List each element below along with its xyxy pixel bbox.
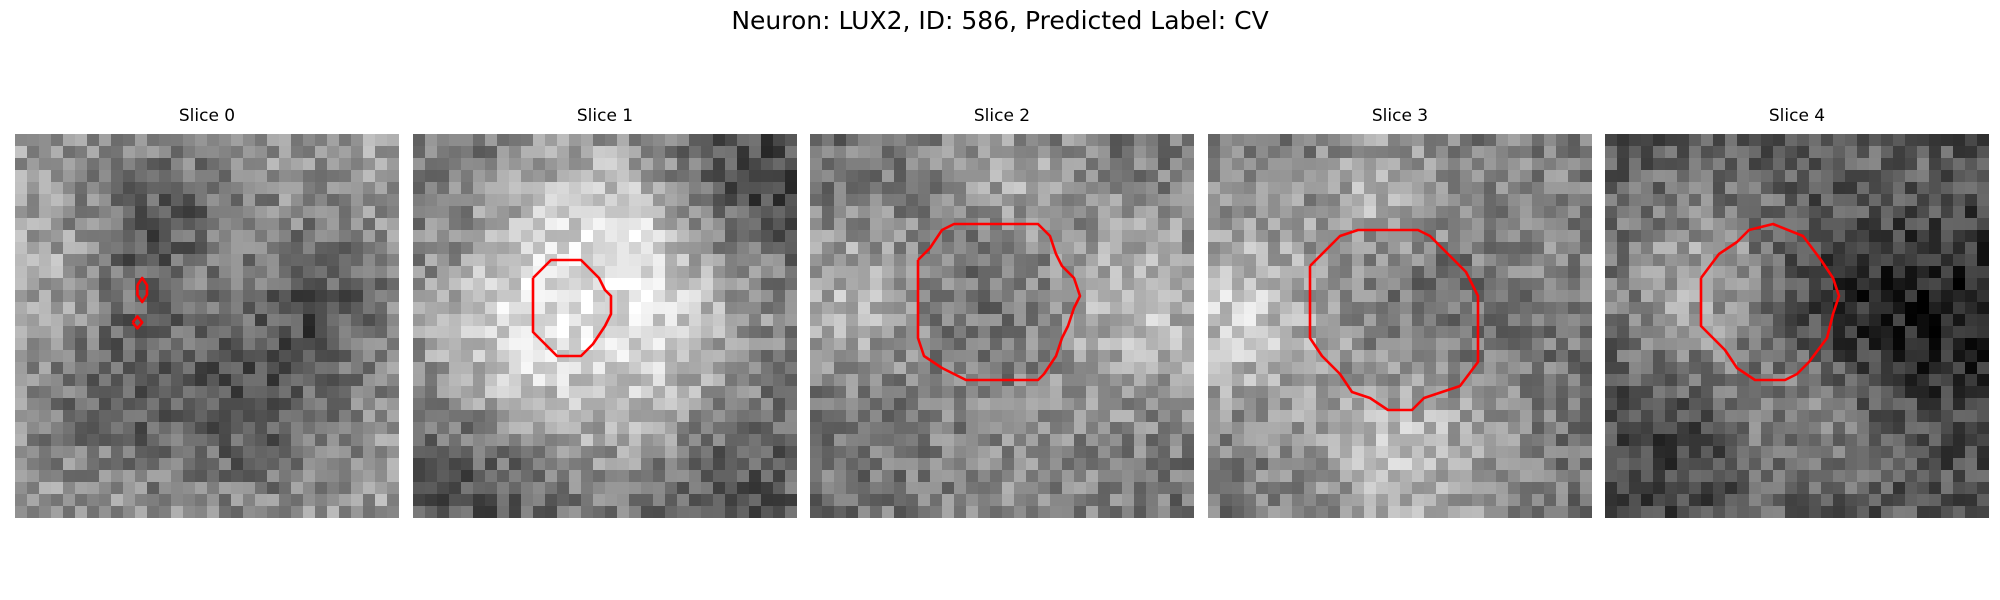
slice-title-2: Slice 2 (973, 106, 1031, 126)
slice-panel-1: Slice 1 (413, 104, 797, 518)
slice-title-4: Slice 4 (1768, 106, 1826, 126)
slice-panel-2: Slice 2 (810, 104, 1194, 518)
slice-image-2 (810, 134, 1194, 518)
segmentation-contour-0-0 (136, 276, 149, 304)
segmentation-contour-3-0 (1308, 228, 1480, 412)
slice-title-0: Slice 0 (178, 106, 236, 126)
segmentation-contour-1-0 (531, 258, 613, 358)
slice-panel-3: Slice 3 (1208, 104, 1592, 518)
slice-title-1: Slice 1 (576, 106, 634, 126)
slice-image-4 (1605, 134, 1989, 518)
segmentation-contour-0-1 (131, 315, 144, 330)
slice-panel-4: Slice 4 (1605, 104, 1989, 518)
slice-image-0 (15, 134, 399, 518)
slice-image-3 (1208, 134, 1592, 518)
slice-panel-0: Slice 0 (15, 104, 399, 518)
figure-title: Neuron: LUX2, ID: 586, Predicted Label: … (731, 6, 1269, 35)
segmentation-contour-4-0 (1699, 222, 1841, 382)
segmentation-contour-2-0 (916, 222, 1082, 382)
slice-image-1 (413, 134, 797, 518)
slice-title-3: Slice 3 (1371, 106, 1429, 126)
